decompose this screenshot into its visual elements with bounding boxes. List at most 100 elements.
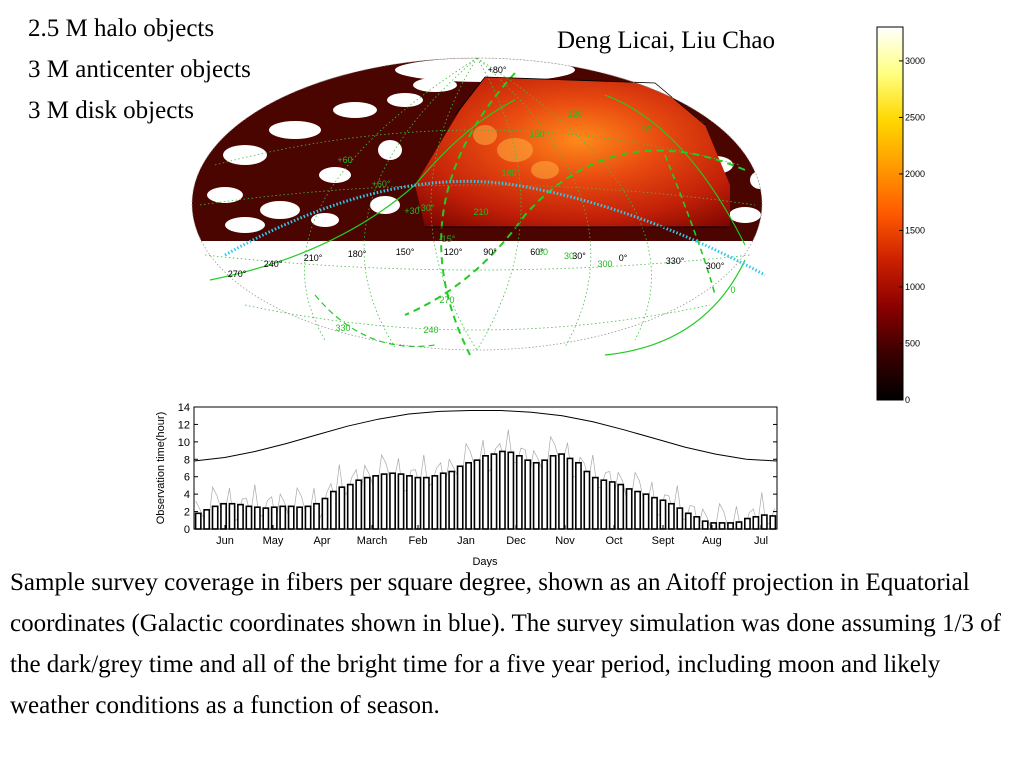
authors: Deng Licai, Liu Chao <box>557 27 775 54</box>
month-label: Apr <box>313 535 330 547</box>
bar-series <box>194 450 777 530</box>
galactic-label: 60 <box>538 247 548 257</box>
ra-label: 150° <box>396 247 415 257</box>
month-label: Dec <box>506 535 526 547</box>
observation-bar <box>253 506 261 530</box>
galactic-label: 0 <box>730 285 735 295</box>
figure-caption: Sample survey coverage in fibers per squ… <box>10 569 1001 719</box>
observation-bar <box>313 502 320 530</box>
observation-bar <box>710 522 718 530</box>
observation-bar <box>279 505 287 530</box>
month-label: Jun <box>216 535 234 547</box>
ra-label: 0° <box>619 253 628 263</box>
observation-bar <box>676 507 684 530</box>
observation-bar <box>583 470 591 530</box>
observation-bar <box>321 497 329 530</box>
observation-bar <box>744 517 751 530</box>
colorbar-tick-label: 0 <box>905 395 910 405</box>
observation-bar <box>566 457 574 530</box>
galactic-label: 210 <box>473 207 488 217</box>
month-label: Oct <box>605 535 622 547</box>
y-tick-label: 8 <box>184 454 190 466</box>
object-counts: 2.5 M halo objects 3 M anticenter object… <box>28 8 251 131</box>
galactic-label: 180 <box>501 168 516 178</box>
ra-label: 240° <box>264 259 283 269</box>
month-label: Nov <box>555 535 575 547</box>
observation-bar <box>262 507 270 530</box>
observation-bar <box>600 479 608 530</box>
observation-bar <box>507 451 515 530</box>
y-tick-label: 2 <box>184 507 190 519</box>
observation-bar <box>549 454 557 530</box>
month-label: Feb <box>409 535 428 547</box>
observation-bar <box>760 514 768 530</box>
object-count-anticenter: 3 M anticenter objects <box>28 56 251 83</box>
observation-bar <box>363 476 371 530</box>
observation-bar <box>287 505 295 530</box>
object-count-disk: 3 M disk objects <box>28 97 194 124</box>
colorbar: 0 500 1000 1500 2000 2500 3000 <box>876 26 925 405</box>
galactic-label: +30 <box>404 206 419 216</box>
y-tick-label: 12 <box>178 419 190 431</box>
observation-bar <box>634 490 642 530</box>
ra-label: 90° <box>483 247 497 257</box>
observation-bar <box>752 516 760 530</box>
observation-bar <box>211 505 219 530</box>
galactic-label: 270 <box>439 295 454 305</box>
observation-bar <box>498 450 506 530</box>
month-label: Aug <box>702 535 722 547</box>
observation-bar <box>406 475 413 530</box>
observation-bar <box>448 470 456 530</box>
survey-footprint <box>415 77 730 227</box>
observation-bar <box>346 483 354 530</box>
ra-label: 210° <box>304 253 323 263</box>
month-label: Jul <box>754 535 768 547</box>
observation-bar <box>456 465 464 530</box>
observation-bar <box>439 472 447 530</box>
observation-bar <box>355 479 363 530</box>
galactic-label: 120 <box>567 109 582 119</box>
y-axis-label: Observation time(hour) <box>155 412 167 525</box>
aitoff-coverage-map: 270° 240° 210° 180° 150° 120° 90° 60° 30° 0° 330° 3… <box>191 57 766 356</box>
x-axis-label: Days <box>472 556 498 567</box>
ra-label: 30° <box>572 251 586 261</box>
observation-bar <box>659 499 667 530</box>
observation-bar <box>194 512 202 530</box>
observation-bar <box>473 459 481 530</box>
map-boundary <box>191 57 763 351</box>
observation-bar <box>727 522 734 530</box>
observation-bar <box>465 461 473 530</box>
observation-bar <box>397 473 405 530</box>
observation-bar <box>608 481 616 530</box>
observation-bar <box>701 520 709 530</box>
observation-bar <box>338 486 346 530</box>
observation-bar <box>718 522 726 530</box>
month-label: Sept <box>652 535 675 547</box>
observation-bar <box>329 490 337 530</box>
galactic-label: 240 <box>423 325 438 335</box>
dec-label: -15° <box>439 234 456 244</box>
observation-bar <box>490 453 498 530</box>
colorbar-tick-label: 1000 <box>905 282 925 292</box>
observation-bar <box>532 461 540 530</box>
galactic-label: 300 <box>597 259 612 269</box>
observation-bar <box>667 502 675 530</box>
colorbar-tick-label: 3000 <box>905 56 925 66</box>
ra-label: 60° <box>530 247 544 257</box>
ra-label: 330° <box>666 256 685 266</box>
observation-bar <box>245 505 253 530</box>
month-label: March <box>357 535 388 547</box>
colorbar-tick-label: 2000 <box>905 169 925 179</box>
observation-bar <box>575 461 582 530</box>
ra-label: 300° <box>706 261 725 271</box>
y-tick-label: 4 <box>184 489 190 501</box>
observation-bar <box>380 473 388 530</box>
observation-bar <box>651 496 658 530</box>
month-label: Jan <box>457 535 475 547</box>
observation-bar <box>422 476 430 530</box>
observation-bar <box>389 472 396 530</box>
observation-bar <box>220 502 227 530</box>
observation-bar <box>228 502 236 530</box>
galactic-label: +60 <box>337 155 352 165</box>
ra-label: 270° <box>228 269 247 279</box>
